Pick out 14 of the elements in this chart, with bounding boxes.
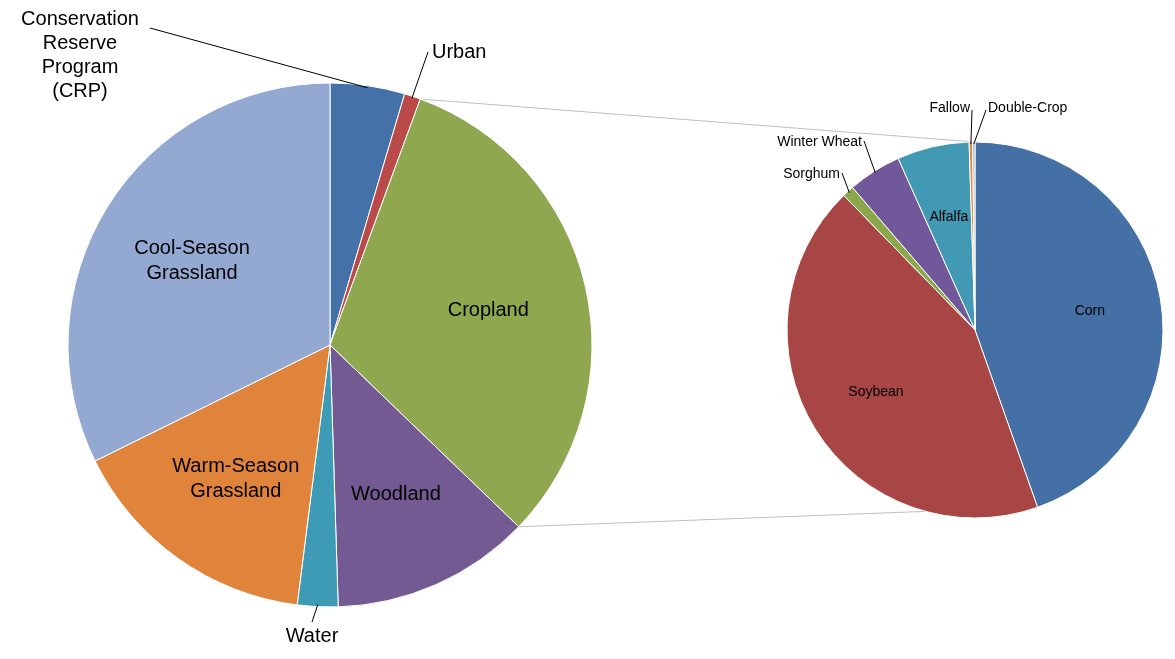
slice-label: Fallow xyxy=(929,99,971,115)
slice-label: Corn xyxy=(1074,302,1106,319)
slice-label: Soybean xyxy=(848,383,904,400)
slice-label: Winter Wheat xyxy=(777,133,863,149)
slice-label: Warm-Season Grassland xyxy=(172,453,300,501)
slice-label: Woodland xyxy=(351,482,441,505)
slice-label: Water xyxy=(285,624,339,646)
slice-label: Double-Crop xyxy=(988,99,1068,115)
slice-label: Alfalfa xyxy=(929,208,969,225)
slice-label: Cropland xyxy=(447,297,529,320)
slice-label: Cool-Season Grassland xyxy=(134,235,250,283)
slice-label: Conservation Reserve Program (CRP) xyxy=(21,7,139,101)
slice-label: Urban xyxy=(432,40,487,62)
slice-label: Sorghum xyxy=(783,165,840,181)
